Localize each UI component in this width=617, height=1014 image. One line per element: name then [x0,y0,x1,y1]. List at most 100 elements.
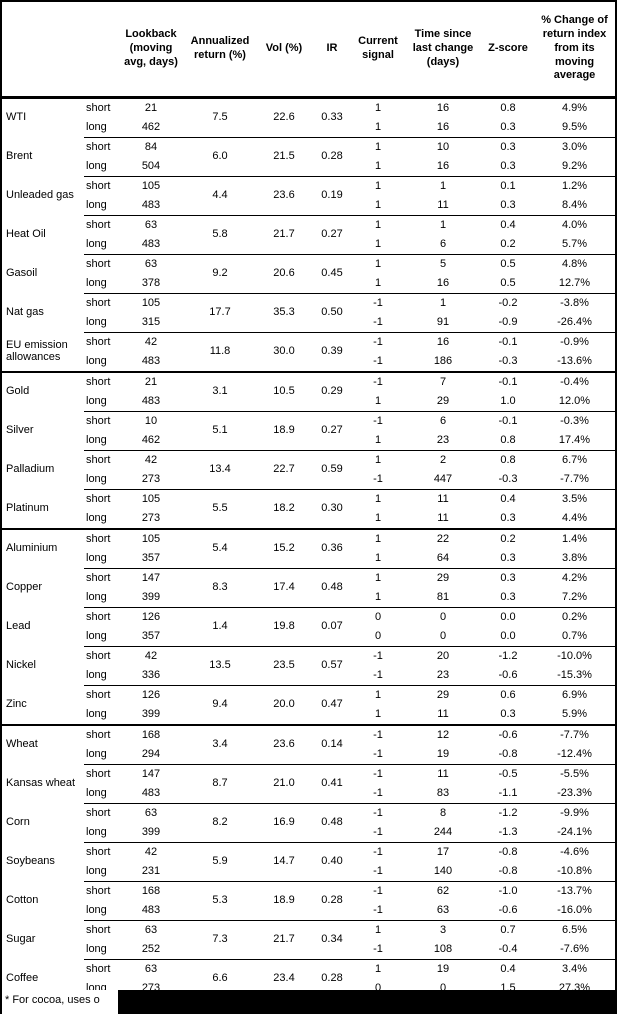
lookback-value: 42 [118,449,184,470]
commodity-name: Gold [2,370,84,411]
pct-change-value: -0.9% [534,331,615,352]
table-row: Coffee short 63 6.6 23.4 0.28 1 19 0.4 3.4% [2,958,615,990]
pct-change-value: 4.4% [561,511,588,524]
header-vol: Vol (%) [256,2,312,99]
pct-change-value: -13.6% [557,354,592,367]
time-since-value: 1 [404,175,482,196]
header-corner-name [2,2,84,99]
leg-label: long [86,394,107,407]
time-since-value: 19 [404,958,482,979]
signal-value: 1 [374,551,382,564]
leg-label: short [84,919,118,940]
annualized-return-value: 7.5 [212,111,228,124]
pct-change-value: 3.0% [534,136,615,157]
lookback-value: 105 [118,175,184,196]
leg-label: short [86,101,111,114]
z-score-value: 0.3 [500,707,516,720]
time-since-value: 6 [404,410,482,431]
leg-label: long [86,354,107,367]
table-row: Silver short 10 5.1 18.9 0.27 -1 6 -0.1 -0.3% [2,410,615,450]
z-score-value: -0.6 [498,903,518,916]
leg-label: long [86,668,107,681]
signal-value: -1 [352,410,404,431]
z-score-value: -0.9 [498,315,518,328]
commodity-name: Brent [6,150,33,163]
z-score-value: 0.7 [482,919,534,940]
time-since-value: 64 [436,551,450,564]
leg-label: short [84,802,118,823]
time-since-value: 0 [439,629,447,642]
lookback-value: 252 [141,942,161,955]
table-row: long 315 -1 91 -0.9 -26.4% [2,313,615,333]
ir-value: 0.27 [312,410,352,450]
header-pct-change: % Change of return index from its moving… [534,2,615,99]
ir-value: 0.34 [312,919,352,959]
signal-value: 1 [374,198,382,211]
table-row: Brent short 84 6.0 21.5 0.28 1 10 0.3 3.0% [2,136,615,176]
z-score-value: 0.3 [500,159,516,172]
leg-label: short [84,214,118,235]
vol-value: 21.7 [256,919,312,959]
pct-change-value: 3.4% [534,958,615,979]
signal-value: 1 [352,449,404,470]
signal-value: 1 [352,488,404,509]
lookback-value: 483 [141,237,161,250]
table-row: Zinc short 126 9.4 20.0 0.47 1 29 0.6 6.9% [2,684,615,725]
vol-value: 18.9 [256,410,312,450]
leg-label: long [86,786,107,799]
z-score-value: 0.3 [482,567,534,588]
time-since-value: 83 [436,786,450,799]
z-score-value: -1.1 [498,786,518,799]
header-time-since: Time since last change (days) [404,2,482,99]
leg-label: short [84,567,118,588]
signal-value: -1 [373,315,383,328]
header-corner-leg [84,2,118,99]
pct-change-value: 9.5% [561,120,588,133]
commodity-name: Nat gas [6,306,44,319]
signal-value: 0 [352,606,404,627]
annualized-return-value: 5.4 [184,527,256,568]
vol-value: 30.0 [256,331,312,372]
pct-change-value: -4.6% [534,841,615,862]
commodity-name: WTI [6,111,27,124]
leg-label: long [86,433,107,446]
z-score-value: -1.2 [482,645,534,666]
vol-value: 16.9 [256,802,312,842]
annualized-return-value: 8.7 [184,763,256,803]
table-row: Soybeans short 42 5.9 14.7 0.40 -1 17 -0.8 -4.6% [2,841,615,881]
vol-value: 21.5 [256,136,312,176]
z-score-value: 0.4 [482,214,534,235]
pct-change-value: -7.7% [534,723,615,745]
leg-label: long [86,120,107,133]
z-score-value: 1.5 [500,981,516,990]
footnote: * For cocoa, uses o [2,990,118,1014]
commodity-name: Sugar [6,933,36,946]
table-row: Kansas wheat short 147 8.7 21.0 0.41 -1 11 -0.5-… [2,763,615,803]
header-lookback: Lookback (moving avg, days) [118,2,184,99]
commodity-name: Zinc [6,697,27,710]
signal-value: -1 [373,825,383,838]
vol-value: 20.0 [256,684,312,725]
annualized-return-value: 13.5 [184,645,256,685]
lookback-value: 63 [118,919,184,940]
pct-change-value: 4.0% [534,214,615,235]
time-since-value: 11 [437,707,449,720]
lookback-value: 42 [118,645,184,666]
leg-label: short [84,136,118,157]
time-since-value: 0 [439,981,447,990]
table-row: WTI short 21 7.5 22.6 0.33 1 16 0.8 4.9% [2,97,615,123]
z-score-value: 0.2 [500,237,516,250]
time-since-value: 16 [436,101,450,114]
z-score-value: 0.3 [500,590,516,603]
time-since-value: 10 [404,136,482,157]
signal-value: -1 [352,880,404,901]
z-score-value: 0.8 [500,101,516,114]
pct-change-value: -7.7% [560,472,589,485]
commodity-name: Platinum [6,501,49,514]
lookback-value: 483 [141,786,161,799]
leg-label: short [84,763,118,784]
lookback-value: 483 [141,394,161,407]
pct-change-value: 0.2% [534,606,615,627]
table-row: long 462 1 23 0.8 17.4% [2,431,615,451]
ir-value: 0.29 [312,370,352,411]
